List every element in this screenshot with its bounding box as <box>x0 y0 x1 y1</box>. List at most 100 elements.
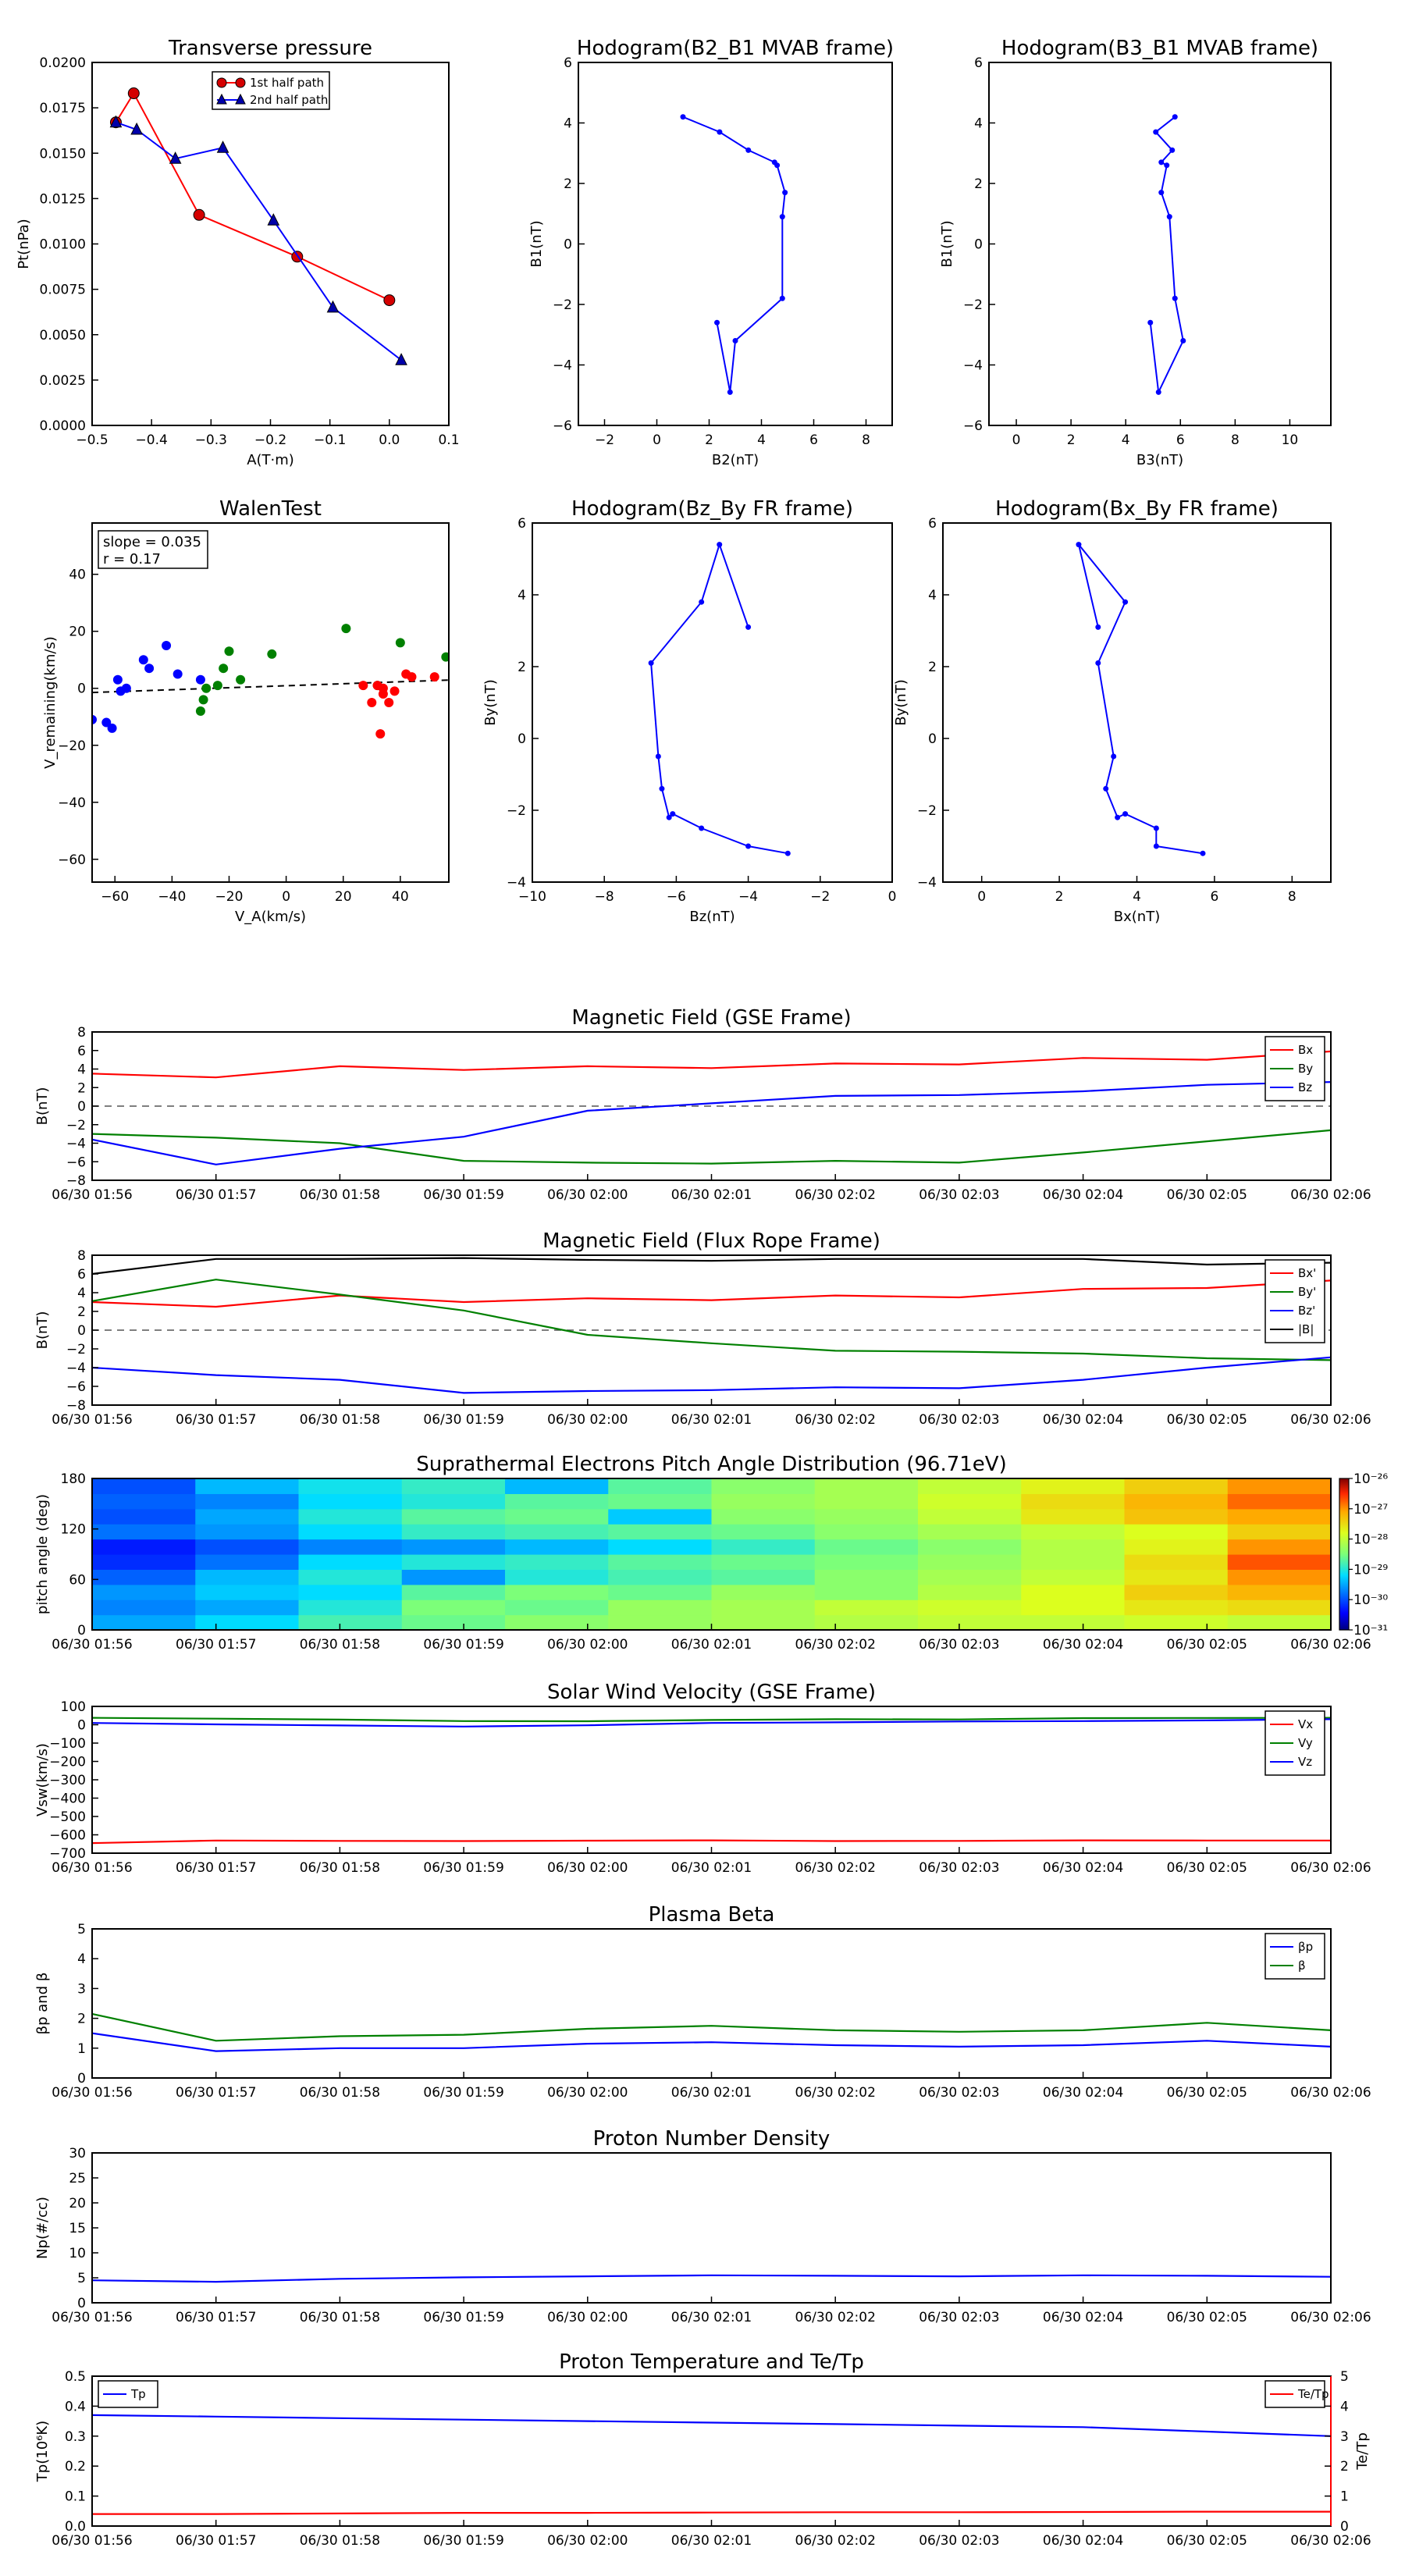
pitch_angle-cell <box>918 1539 1022 1555</box>
hodogram_b3_b1-point <box>1158 159 1165 165</box>
hodogram_b2_b1-point <box>779 214 785 220</box>
proton_temp-legend-label: Te/Tp <box>1297 2387 1329 2401</box>
hodogram_b3_b1-xtick-label: 8 <box>1231 432 1240 448</box>
proton_density-ytick-label: 10 <box>69 2246 86 2261</box>
hodogram_bz_by-point <box>655 753 661 760</box>
solar_wind-legend-label: Vz <box>1298 1755 1312 1769</box>
pitch_angle-cell <box>195 1524 300 1540</box>
pitch_angle-cell <box>711 1554 816 1570</box>
pitch_angle-cell <box>1227 1539 1332 1555</box>
pitch_angle-cell <box>195 1554 300 1570</box>
plasma_beta-title: Plasma Beta <box>649 1903 775 1927</box>
mag_gse-xtick-label: 06/30 02:02 <box>795 1187 876 1203</box>
pitch_angle-cell <box>195 1539 300 1555</box>
walen_test-point <box>389 686 400 696</box>
pitch_angle-cell <box>401 1599 506 1616</box>
hodogram_b3_b1-title: Hodogram(B3_B1 MVAB frame) <box>1001 37 1318 60</box>
transverse-legend-marker <box>235 93 246 105</box>
hodogram_b2_b1-point <box>779 295 785 301</box>
mag_fr-ylabel: B(nT) <box>34 1311 51 1350</box>
hodogram_b2_b1-point <box>745 147 752 153</box>
hodogram_b2_b1-ytick-label: 0 <box>564 237 572 253</box>
transverse_pressure-title: Transverse pressure <box>168 37 372 60</box>
proton_temp-xtick-label: 06/30 02:01 <box>671 2533 752 2549</box>
hodogram_bx_by-xtick-label: 0 <box>977 889 986 905</box>
hodogram_b2_b1-xlabel: B2(nT) <box>712 452 759 468</box>
proton_temp-y2label: Te/Tp <box>1354 2432 1371 2471</box>
proton_density-xtick-label: 06/30 02:03 <box>919 2310 999 2325</box>
pitch_angle-cell <box>1227 1599 1332 1616</box>
transverse_pressure-point <box>216 141 229 153</box>
mag_gse-ytick-label: −8 <box>66 1173 86 1189</box>
proton_density-xtick-label: 06/30 01:56 <box>52 2310 132 2325</box>
solar_wind-ytick-label: 0 <box>77 1718 86 1734</box>
plasma_beta-ytick-label: 3 <box>77 1981 86 1997</box>
walen_test-point <box>212 681 222 691</box>
hodogram_b3_b1-ytick-label: −6 <box>963 418 983 434</box>
solar_wind-ytick-label: −700 <box>49 1846 86 1862</box>
transverse_pressure-xtick-label: −0.4 <box>136 432 168 448</box>
mag_fr-series-3-line <box>91 1257 1332 1276</box>
hodogram_b3_b1-chart: Hodogram(B3_B1 MVAB frame) 0 2 4 6 8 10 −6 −4 −2 0… <box>939 37 1332 468</box>
hodogram_bx_by-ytick-label: 2 <box>928 660 937 675</box>
mag_fr-ytick-label: −2 <box>66 1342 86 1357</box>
hodogram_b2_b1-ytick-label: 6 <box>564 55 572 71</box>
walen_test-point <box>429 672 439 682</box>
hodogram_bz_by-frame <box>532 522 893 883</box>
walen_test-xtick-label: 40 <box>392 889 409 905</box>
pitch_angle-cell <box>814 1554 919 1570</box>
plasma_beta-xtick-label: 06/30 02:04 <box>1043 2085 1123 2101</box>
proton_density-xtick-label: 06/30 02:00 <box>547 2310 628 2325</box>
walen_test-point <box>195 706 205 716</box>
hodogram_bz_by-point <box>784 850 791 856</box>
hodogram_bx_by-point <box>1153 825 1159 831</box>
pitch_angle-cell <box>1021 1524 1126 1540</box>
transverse_pressure-xtick-label: 0.0 <box>379 432 400 448</box>
pitch_angle-cell <box>505 1508 609 1525</box>
mag_fr-xtick-label: 06/30 01:56 <box>52 1412 132 1428</box>
solar_wind-xtick-label: 06/30 02:01 <box>671 1860 752 1876</box>
pitch_angle-cell <box>711 1584 816 1600</box>
mag_fr-xtick-label: 06/30 02:04 <box>1043 1412 1123 1428</box>
transverse_pressure-ytick-label: 0.0200 <box>40 55 86 71</box>
mag_gse-ytick-label: −2 <box>66 1118 86 1133</box>
mag_gse-legend-label: Bx <box>1298 1043 1313 1057</box>
mag_gse-series-0-line <box>91 1050 1332 1079</box>
mag_fr-xtick-label: 06/30 02:03 <box>919 1412 999 1428</box>
pitch_angle-cell <box>298 1508 403 1525</box>
walen_test-ytick-label: 40 <box>69 568 86 583</box>
pitch_angle-cell <box>918 1569 1022 1585</box>
pitch_angle-cell <box>608 1493 713 1510</box>
pitch_angle-cell <box>1227 1508 1332 1525</box>
walen_test-xtick-label: 0 <box>282 889 290 905</box>
walen_test-point <box>101 717 112 728</box>
pitch_angle-cell <box>505 1478 609 1494</box>
walen_test-point <box>378 683 388 693</box>
transverse_pressure-xtick-label: −0.3 <box>195 432 227 448</box>
transverse_pressure-point <box>169 151 182 164</box>
proton_density-xtick-label: 06/30 02:05 <box>1167 2310 1247 2325</box>
pitch_angle-cell <box>195 1493 300 1510</box>
pitch_angle-cell <box>505 1569 609 1585</box>
hodogram_bz_by-ytick-label: −2 <box>507 803 526 819</box>
hodogram_b3_b1-point <box>1172 295 1178 301</box>
pitch_angle-cell <box>1227 1554 1332 1570</box>
pitch_angle-cell <box>814 1478 919 1494</box>
pitch_angle-cell <box>401 1508 506 1525</box>
pitch_angle-ytick-label: 0 <box>77 1623 86 1638</box>
solar_wind-xtick-label: 06/30 01:56 <box>52 1860 132 1876</box>
pitch_angle-ytick-label: 180 <box>61 1471 86 1487</box>
mag_fr-ytick-label: 2 <box>77 1304 86 1320</box>
proton_temp-y2tick-label: 5 <box>1340 2369 1349 2385</box>
pitch_angle-cell <box>92 1493 196 1510</box>
hodogram_b2_b1-point <box>717 129 723 135</box>
pitch_angle-cell <box>814 1569 919 1585</box>
pitch_angle-cell <box>1227 1569 1332 1585</box>
pitch_angle-cell <box>298 1614 403 1631</box>
hodogram_b2_b1-point <box>727 389 733 395</box>
plasma_beta-ytick-label: 0 <box>77 2071 86 2087</box>
pitch_angle-cell <box>195 1508 300 1525</box>
mag_gse-ytick-label: −4 <box>66 1137 86 1152</box>
hodogram_b2_b1-point <box>714 319 720 326</box>
pitch_angle-cell <box>711 1478 816 1494</box>
